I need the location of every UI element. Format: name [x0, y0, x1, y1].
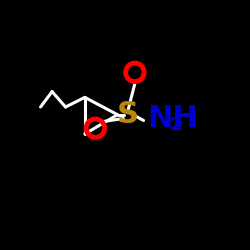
- Text: 2: 2: [170, 116, 182, 134]
- Text: NH: NH: [148, 104, 198, 133]
- Text: S: S: [117, 100, 139, 129]
